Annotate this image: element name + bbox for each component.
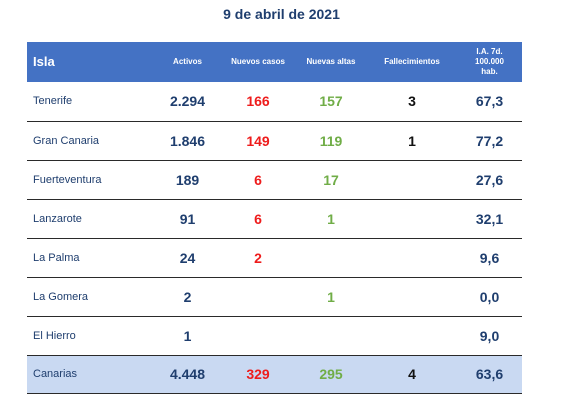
nuevos-casos-value: 2 — [254, 249, 262, 266]
total-name: Canarias — [33, 368, 78, 380]
table-row: Lanzarote 91 6 1 32,1 — [27, 199, 522, 238]
total-row: Canarias 4.448 329 295 4 63,6 — [27, 355, 522, 393]
nuevas-altas-value — [295, 238, 367, 277]
island-name: Tenerife — [33, 95, 73, 108]
nuevos-casos-value — [221, 316, 295, 355]
nuevos-casos-value: 6 — [254, 171, 262, 188]
nuevas-altas-value: 1 — [327, 210, 335, 227]
nuevas-altas-value: 119 — [319, 132, 343, 149]
ia-value: 0,0 — [479, 288, 500, 305]
header-ia-line2: 100.000 — [475, 57, 504, 66]
page-title: 9 de abril de 2021 — [223, 6, 340, 22]
table-row: Fuerteventura 189 6 17 27,6 — [27, 160, 522, 199]
table-header-row: Isla Activos Nuevos casos Nuevas altas F… — [27, 42, 522, 82]
ia-value: 67,3 — [475, 93, 504, 110]
header-activos: Activos — [173, 57, 202, 66]
nuevas-altas-value: 157 — [319, 93, 343, 110]
header-ia: I.A. 7d. 100.000 hab. — [457, 42, 522, 82]
header-fallecimientos: Fallecimientos — [384, 57, 440, 66]
table-row: Tenerife 2.294 166 157 3 67,3 — [27, 82, 522, 121]
island-name: El Hierro — [33, 329, 76, 342]
activos-value: 1.846 — [169, 132, 206, 149]
ia-value: 77,2 — [475, 132, 504, 149]
fallecimientos-value — [367, 199, 457, 238]
nuevos-casos-value: 149 — [246, 132, 270, 149]
total-nuevas-altas-value: 295 — [319, 366, 343, 382]
nuevos-casos-value: 6 — [254, 210, 262, 227]
activos-value: 24 — [179, 249, 196, 266]
island-name: La Gomera — [33, 290, 89, 303]
covid-stats-table: Isla Activos Nuevos casos Nuevas altas F… — [27, 42, 522, 394]
header-nuevos-casos: Nuevos casos — [231, 57, 285, 66]
fallecimientos-value: 3 — [408, 93, 416, 110]
nuevas-altas-value: 17 — [323, 171, 339, 188]
ia-value: 32,1 — [475, 210, 504, 227]
table-row: La Palma 24 2 9,6 — [27, 238, 522, 277]
fallecimientos-value — [367, 160, 457, 199]
fallecimientos-value — [367, 238, 457, 277]
total-nuevos-casos-value: 329 — [246, 366, 270, 382]
table-row: El Hierro 1 9,0 — [27, 316, 522, 355]
fallecimientos-value — [367, 277, 457, 316]
activos-value: 2.294 — [169, 93, 206, 110]
ia-value: 9,0 — [479, 327, 500, 344]
header-nuevas-altas: Nuevas altas — [306, 57, 356, 66]
header-ia-line1: I.A. 7d. — [476, 47, 503, 56]
activos-value: 189 — [175, 171, 200, 188]
total-activos-value: 4.448 — [169, 366, 206, 382]
island-name: Lanzarote — [33, 212, 82, 225]
table-row: La Gomera 2 1 0,0 — [27, 277, 522, 316]
activos-value: 2 — [183, 288, 192, 305]
nuevos-casos-value — [221, 277, 295, 316]
nuevas-altas-value — [295, 316, 367, 355]
nuevas-altas-value: 1 — [327, 288, 335, 305]
total-fallecimientos-value: 4 — [408, 366, 416, 382]
header-ia-line3: hab. — [481, 67, 498, 76]
activos-value: 1 — [183, 327, 192, 344]
ia-value: 9,6 — [479, 249, 500, 266]
island-name: Fuerteventura — [33, 173, 102, 186]
table-row: Gran Canaria 1.846 149 119 1 77,2 — [27, 121, 522, 160]
island-name: La Palma — [33, 251, 80, 264]
header-isla: Isla — [33, 54, 55, 69]
ia-value: 27,6 — [475, 171, 504, 188]
island-name: Gran Canaria — [33, 134, 100, 147]
fallecimientos-value: 1 — [408, 132, 416, 149]
nuevos-casos-value: 166 — [246, 93, 270, 110]
total-ia-value: 63,6 — [475, 366, 504, 382]
activos-value: 91 — [179, 210, 196, 227]
fallecimientos-value — [367, 316, 457, 355]
